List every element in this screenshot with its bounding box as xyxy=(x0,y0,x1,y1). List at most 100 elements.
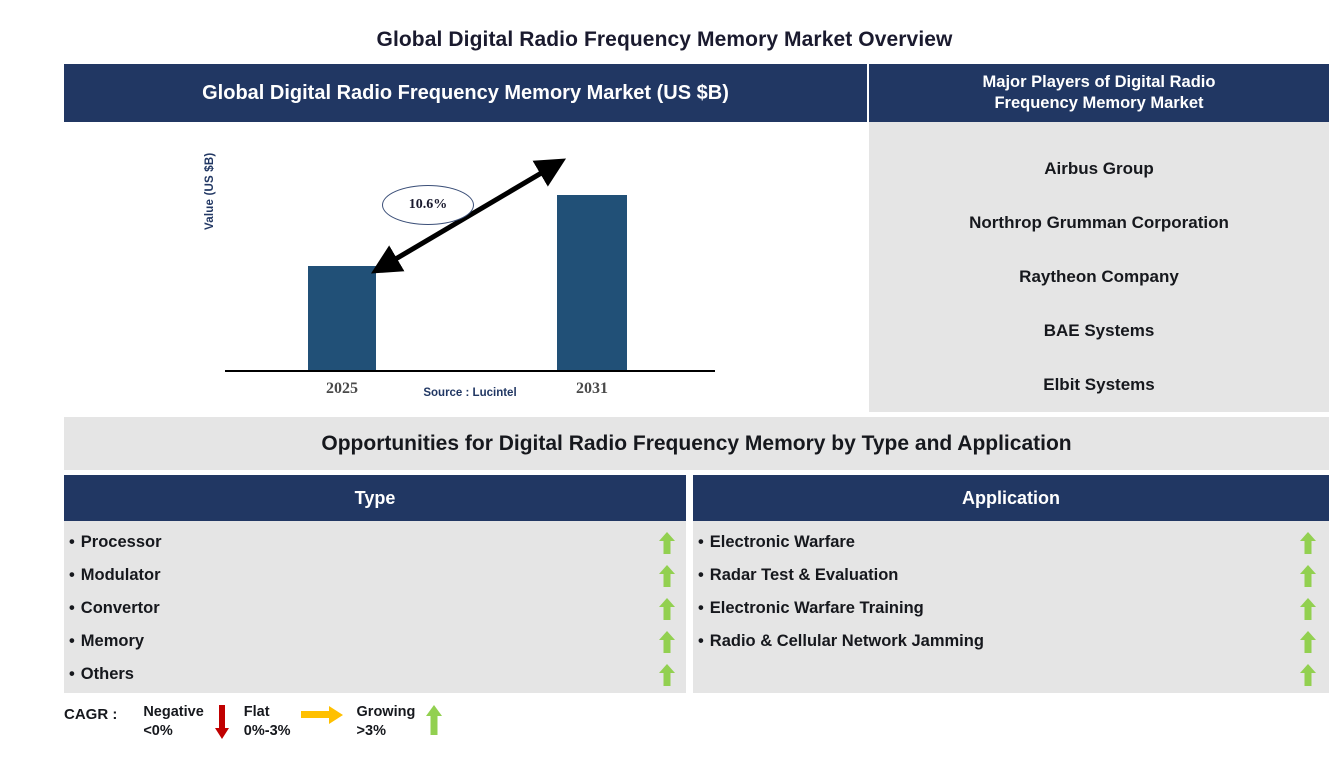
list-item: • Memory xyxy=(64,625,686,658)
trend-cell xyxy=(1293,526,1323,559)
major-players-header: Major Players of Digital Radio Frequency… xyxy=(869,64,1329,122)
major-players-header-line2: Frequency Memory Market xyxy=(994,94,1204,112)
type-column-body: • Processor • Modulator • Convertor • Me… xyxy=(64,521,686,693)
trend-cell xyxy=(1293,658,1323,691)
opportunities-band-title: Opportunities for Digital Radio Frequenc… xyxy=(64,417,1329,470)
chart-body: Value (US $B) xyxy=(64,122,867,412)
up-arrow-icon xyxy=(1300,564,1316,587)
list-item: Airbus Group xyxy=(1044,159,1154,178)
major-players-header-line1: Major Players of Digital Radio xyxy=(982,72,1216,91)
top-row: Global Digital Radio Frequency Memory Ma… xyxy=(64,64,1329,412)
legend-flat-range: 0%-3% xyxy=(243,722,291,739)
list-item: • Convertor xyxy=(64,592,686,625)
bar-2031 xyxy=(557,195,627,370)
application-column-body: • Electronic Warfare • Radar Test & Eval… xyxy=(693,521,1329,693)
cagr-arrow-icon xyxy=(370,158,567,274)
up-arrow-icon xyxy=(1300,531,1316,554)
x-tick-2025: 2025 xyxy=(326,380,358,397)
up-arrow-icon xyxy=(659,564,675,587)
chart-x-axis-line xyxy=(225,370,715,372)
list-item: BAE Systems xyxy=(1043,321,1155,340)
application-item-label: Electronic Warfare Training xyxy=(709,599,924,617)
list-item: Elbit Systems xyxy=(1043,375,1155,394)
bullet-icon: • xyxy=(69,665,75,683)
trend-cell xyxy=(1293,559,1323,592)
cagr-value-bubble: 10.6% xyxy=(382,185,474,225)
legend-item-flat: Flat 0%-3% xyxy=(244,703,353,740)
up-arrow-icon xyxy=(659,663,675,686)
list-item xyxy=(693,658,1329,691)
list-item: • Electronic Warfare xyxy=(693,526,1329,559)
list-item: Raytheon Company xyxy=(1019,267,1179,286)
market-chart-card: Global Digital Radio Frequency Memory Ma… xyxy=(64,64,867,412)
trend-cell xyxy=(652,658,682,691)
up-arrow-icon xyxy=(1300,630,1316,653)
trend-cell xyxy=(1293,592,1323,625)
major-players-list: Airbus Group Northrop Grumman Corporatio… xyxy=(869,122,1329,412)
major-players-card: Major Players of Digital Radio Frequency… xyxy=(869,64,1329,412)
type-column: Type • Processor • Modulator • Convertor… xyxy=(64,475,686,693)
chart-card-header: Global Digital Radio Frequency Memory Ma… xyxy=(64,64,867,122)
up-arrow-icon xyxy=(659,531,675,554)
right-arrow-icon xyxy=(300,703,343,730)
legend-growing-text: Growing >3% xyxy=(357,703,416,740)
bullet-icon: • xyxy=(69,533,75,551)
trend-cell xyxy=(652,526,682,559)
down-arrow-icon xyxy=(214,703,230,744)
up-arrow-icon xyxy=(425,703,443,740)
legend-item-growing: Growing >3% xyxy=(357,703,454,740)
list-item: • Radio & Cellular Network Jamming xyxy=(693,625,1329,658)
chart-y-axis-label: Value (US $B) xyxy=(204,152,216,230)
legend-item-negative: Negative <0% xyxy=(143,703,239,744)
application-column-header: Application xyxy=(693,475,1329,521)
legend-negative-text: Negative <0% xyxy=(143,703,203,740)
list-item: Northrop Grumman Corporation xyxy=(969,213,1229,232)
trend-cell xyxy=(652,625,682,658)
type-item-label: Others xyxy=(80,665,134,683)
list-item: • Electronic Warfare Training xyxy=(693,592,1329,625)
type-item-label: Processor xyxy=(80,533,162,551)
bullet-icon: • xyxy=(69,632,75,650)
type-column-header: Type xyxy=(64,475,686,521)
application-trend-column xyxy=(1293,526,1323,691)
type-item-label: Memory xyxy=(80,632,145,650)
up-arrow-icon xyxy=(659,630,675,653)
legend-negative-label: Negative xyxy=(143,704,204,720)
application-column: Application • Electronic Warfare • Radar… xyxy=(693,475,1329,693)
list-item: • Radar Test & Evaluation xyxy=(693,559,1329,592)
bullet-icon: • xyxy=(69,599,75,617)
up-arrow-icon xyxy=(1300,663,1316,686)
list-item: • Processor xyxy=(64,526,686,559)
up-arrow-icon xyxy=(659,597,675,620)
chart-source-label: Source : Lucintel xyxy=(423,387,517,399)
bullet-icon: • xyxy=(698,533,704,551)
page-title: Global Digital Radio Frequency Memory Ma… xyxy=(376,28,953,51)
legend-flat-text: Flat 0%-3% xyxy=(244,703,291,740)
cagr-legend: CAGR : Negative <0% Flat 0%-3% Growing >… xyxy=(64,703,457,753)
chart-plot-area: 10.6% 2025 2031 xyxy=(225,144,715,397)
trend-cell xyxy=(652,592,682,625)
legend-flat-label: Flat xyxy=(243,704,270,720)
type-item-label: Modulator xyxy=(80,566,161,584)
bullet-icon: • xyxy=(698,632,704,650)
bar-2025 xyxy=(308,266,376,370)
trend-cell xyxy=(1293,625,1323,658)
legend-growing-label: Growing xyxy=(356,704,416,720)
legend-growing-range: >3% xyxy=(356,722,386,739)
list-item: • Modulator xyxy=(64,559,686,592)
bullet-icon: • xyxy=(698,566,704,584)
trend-cell xyxy=(652,559,682,592)
type-trend-column xyxy=(652,526,682,691)
application-item-label: Radio & Cellular Network Jamming xyxy=(709,632,984,650)
type-item-label: Convertor xyxy=(80,599,160,617)
bullet-icon: • xyxy=(698,599,704,617)
up-arrow-icon xyxy=(1300,597,1316,620)
application-item-label: Electronic Warfare xyxy=(709,533,855,551)
opportunities-tables: Type • Processor • Modulator • Convertor… xyxy=(64,475,1329,693)
x-tick-2031: 2031 xyxy=(576,380,608,397)
legend-negative-range: <0% xyxy=(143,722,173,739)
application-item-label: Radar Test & Evaluation xyxy=(709,566,899,584)
list-item: • Others xyxy=(64,658,686,691)
bullet-icon: • xyxy=(69,566,75,584)
